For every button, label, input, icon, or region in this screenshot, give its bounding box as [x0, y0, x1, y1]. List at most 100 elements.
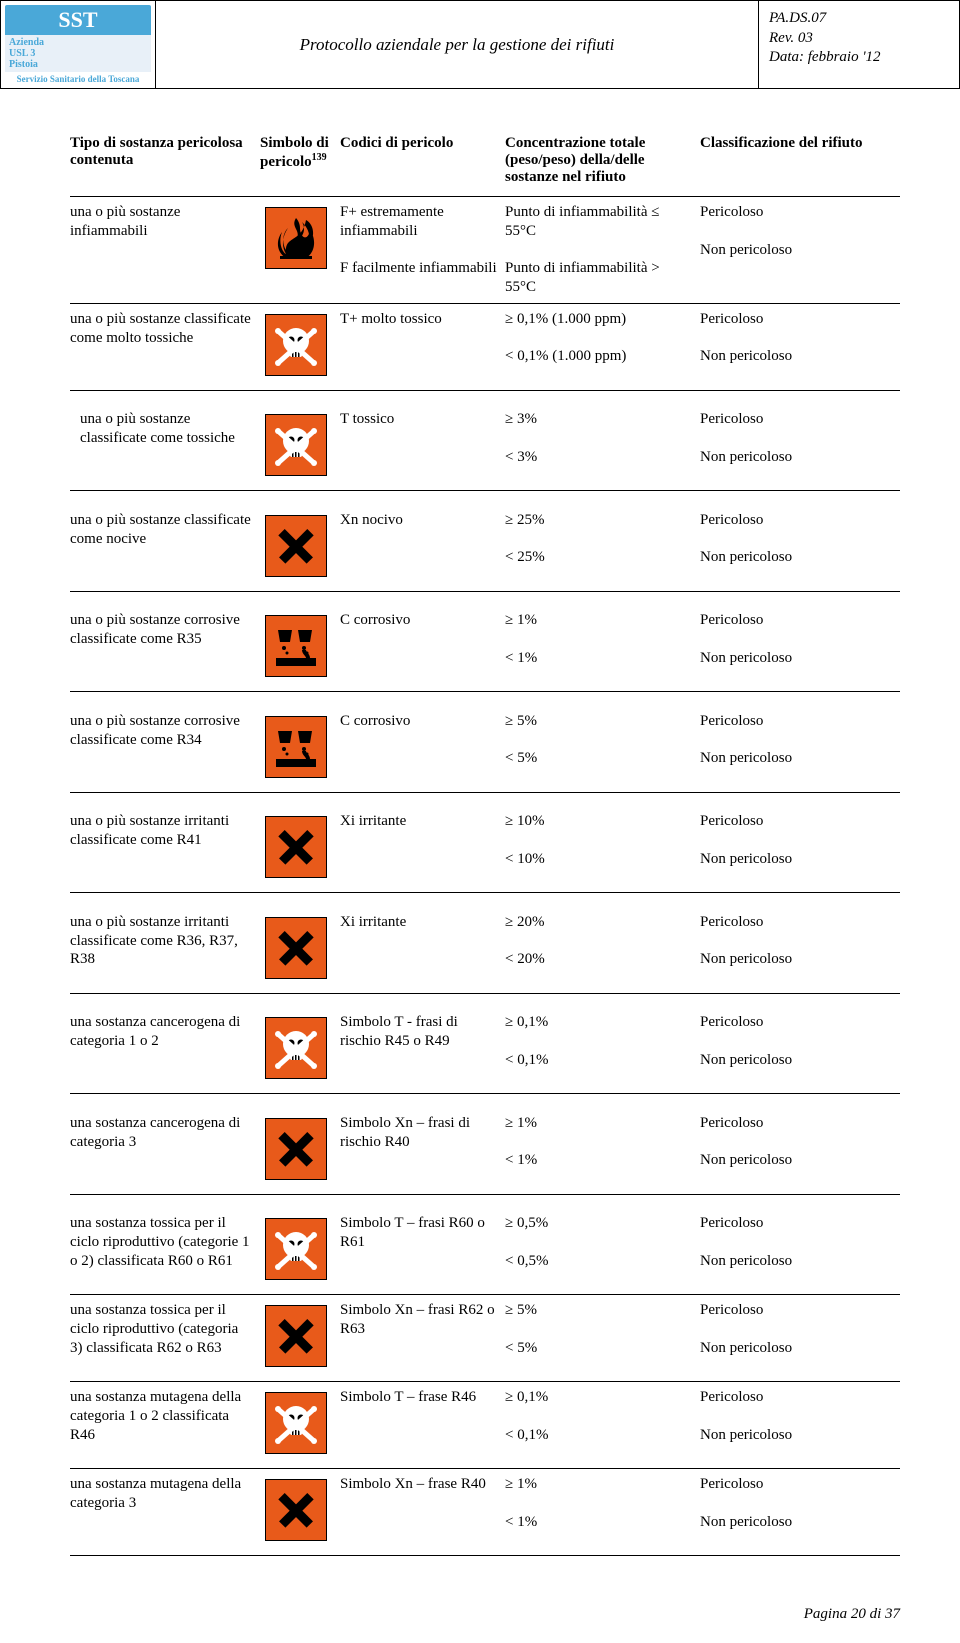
cell-substance: una o più sostanze classificate come tos… — [80, 410, 252, 448]
table-row: una o più sostanze infiammabili F+ estre… — [70, 197, 900, 304]
hazard-skull-icon — [265, 314, 327, 376]
table-row: una sostanza mutagena della categoria 3 … — [70, 1469, 900, 1556]
cell-substance: una o più sostanze corrosive classificat… — [70, 611, 252, 649]
meta-rev: Rev. 03 — [769, 29, 949, 49]
cell-classification: PericolosoNon pericoloso — [700, 812, 892, 868]
hazard-skull-icon — [265, 1392, 327, 1454]
cell-classification: PericolosoNon pericoloso — [700, 1013, 892, 1069]
th-substance: Tipo di sostanza pericolosa contenuta — [70, 129, 260, 197]
hazard-xmark-icon — [265, 1305, 327, 1367]
table-row: una sostanza mutagena della categoria 1 … — [70, 1382, 900, 1469]
table-row: una o più sostanze classificate come mol… — [70, 303, 900, 390]
cell-code: Xi irritante — [340, 812, 497, 831]
hazard-xmark-icon — [265, 1479, 327, 1541]
cell-concentration: ≥ 1%< 1% — [505, 1475, 692, 1531]
cell-substance: una sostanza mutagena della categoria 3 — [70, 1475, 252, 1513]
header-title: Protocollo aziendale per la gestione dei… — [156, 1, 759, 88]
cell-substance: una o più sostanze corrosive classificat… — [70, 712, 252, 750]
cell-classification: PericolosoNon pericoloso — [700, 410, 892, 466]
cell-classification: PericolosoNon pericoloso — [700, 1388, 892, 1444]
cell-substance: una sostanza cancerogena di categoria 1 … — [70, 1013, 252, 1051]
table-row: una sostanza cancerogena di categoria 1 … — [70, 1007, 900, 1094]
hazard-xmark-icon — [265, 816, 327, 878]
cell-code: C corrosivo — [340, 712, 497, 731]
hazard-skull-icon — [265, 414, 327, 476]
cell-classification: PericolosoNon pericoloso — [700, 1114, 892, 1170]
th-classification: Classificazione del rifiuto — [700, 129, 900, 197]
cell-classification: PericolosoNon pericoloso — [700, 712, 892, 768]
cell-code: F+ estremamente infiammabiliF facilmente… — [340, 203, 497, 278]
table-row: una sostanza tossica per il ciclo riprod… — [70, 1295, 900, 1382]
cell-concentration: ≥ 1%< 1% — [505, 1114, 692, 1170]
cell-code: C corrosivo — [340, 611, 497, 630]
cell-concentration: ≥ 5%< 5% — [505, 1301, 692, 1357]
cell-concentration: ≥ 1%< 1% — [505, 611, 692, 667]
hazard-flame-icon — [265, 207, 327, 269]
cell-substance: una sostanza tossica per il ciclo riprod… — [70, 1214, 252, 1270]
table-row: una o più sostanze classificate come noc… — [70, 505, 900, 592]
cell-substance: una o più sostanze infiammabili — [70, 203, 252, 241]
page: SST Azienda USL 3 Pistoia Servizio Sanit… — [0, 0, 960, 1643]
hazard-skull-icon — [265, 1017, 327, 1079]
cell-concentration: Punto di infiammabilità ≤ 55°CPunto di i… — [505, 203, 692, 297]
cell-substance: una sostanza tossica per il ciclo riprod… — [70, 1301, 252, 1357]
cell-substance: una o più sostanze classificate come mol… — [70, 310, 252, 348]
header: SST Azienda USL 3 Pistoia Servizio Sanit… — [0, 0, 960, 89]
cell-substance: una o più sostanze irritanti classificat… — [70, 913, 252, 969]
cell-concentration: ≥ 5%< 5% — [505, 712, 692, 768]
cell-code: Xi irritante — [340, 913, 497, 932]
table-row: una o più sostanze corrosive classificat… — [70, 706, 900, 793]
cell-concentration: ≥ 3%< 3% — [505, 410, 692, 466]
cell-concentration: ≥ 0,1%< 0,1% — [505, 1013, 692, 1069]
cell-classification: PericolosoNon pericoloso — [700, 511, 892, 567]
cell-code: Xn nocivo — [340, 511, 497, 530]
cell-concentration: ≥ 0,1% (1.000 ppm)< 0,1% (1.000 ppm) — [505, 310, 692, 366]
logo-mid: Azienda USL 3 Pistoia — [5, 35, 151, 72]
cell-concentration: ≥ 25%< 25% — [505, 511, 692, 567]
hazard-xmark-icon — [265, 1118, 327, 1180]
hazard-xmark-icon — [265, 917, 327, 979]
cell-substance: una sostanza mutagena della categoria 1 … — [70, 1388, 252, 1444]
cell-code: Simbolo T – frase R46 — [340, 1388, 497, 1407]
table-row: una o più sostanze corrosive classificat… — [70, 605, 900, 692]
th-codes: Codici di pericolo — [340, 129, 505, 197]
cell-code: Simbolo T – frasi R60 o R61 — [340, 1214, 497, 1252]
cell-code: Simbolo Xn – frase R40 — [340, 1475, 497, 1494]
th-symbol: Simbolo dipericolo139 — [260, 129, 340, 197]
cell-code: Simbolo Xn – frasi di rischio R40 — [340, 1114, 497, 1152]
cell-classification: PericolosoNon pericoloso — [700, 203, 892, 259]
content: Tipo di sostanza pericolosa contenuta Si… — [0, 89, 960, 1576]
cell-classification: PericolosoNon pericoloso — [700, 1475, 892, 1531]
cell-concentration: ≥ 20%< 20% — [505, 913, 692, 969]
hazard-skull-icon — [265, 1218, 327, 1280]
cell-code: T+ molto tossico — [340, 310, 497, 329]
hazard-corr-icon — [265, 615, 327, 677]
cell-code: Simbolo Xn – frasi R62 o R63 — [340, 1301, 497, 1339]
hazard-table: Tipo di sostanza pericolosa contenuta Si… — [70, 129, 900, 1556]
page-footer: Pagina 20 di 37 — [0, 1576, 960, 1643]
cell-classification: PericolosoNon pericoloso — [700, 1214, 892, 1270]
header-meta: PA.DS.07 Rev. 03 Data: febbraio '12 — [759, 1, 959, 88]
header-logo: SST Azienda USL 3 Pistoia Servizio Sanit… — [1, 1, 156, 88]
cell-substance: una o più sostanze irritanti classificat… — [70, 812, 252, 850]
cell-substance: una o più sostanze classificate come noc… — [70, 511, 252, 549]
table-row: una o più sostanze irritanti classificat… — [70, 907, 900, 994]
logo-bot: Servizio Sanitario della Toscana — [5, 72, 151, 84]
cell-classification: PericolosoNon pericoloso — [700, 310, 892, 366]
cell-substance: una sostanza cancerogena di categoria 3 — [70, 1114, 252, 1152]
table-row: una sostanza cancerogena di categoria 3 … — [70, 1108, 900, 1195]
cell-classification: PericolosoNon pericoloso — [700, 913, 892, 969]
hazard-xmark-icon — [265, 515, 327, 577]
table-row: una o più sostanze classificate come tos… — [70, 404, 900, 491]
th-concentration: Concentrazione totale (peso/peso) della/… — [505, 129, 700, 197]
cell-concentration: ≥ 0,5%< 0,5% — [505, 1214, 692, 1270]
cell-code: Simbolo T - frasi di rischio R45 o R49 — [340, 1013, 497, 1051]
table-row: una sostanza tossica per il ciclo riprod… — [70, 1208, 900, 1295]
meta-date: Data: febbraio '12 — [769, 48, 949, 68]
meta-code: PA.DS.07 — [769, 9, 949, 29]
cell-classification: PericolosoNon pericoloso — [700, 1301, 892, 1357]
table-row: una o più sostanze irritanti classificat… — [70, 806, 900, 893]
logo-top: SST — [5, 5, 151, 35]
cell-code: T tossico — [340, 410, 497, 429]
cell-classification: PericolosoNon pericoloso — [700, 611, 892, 667]
